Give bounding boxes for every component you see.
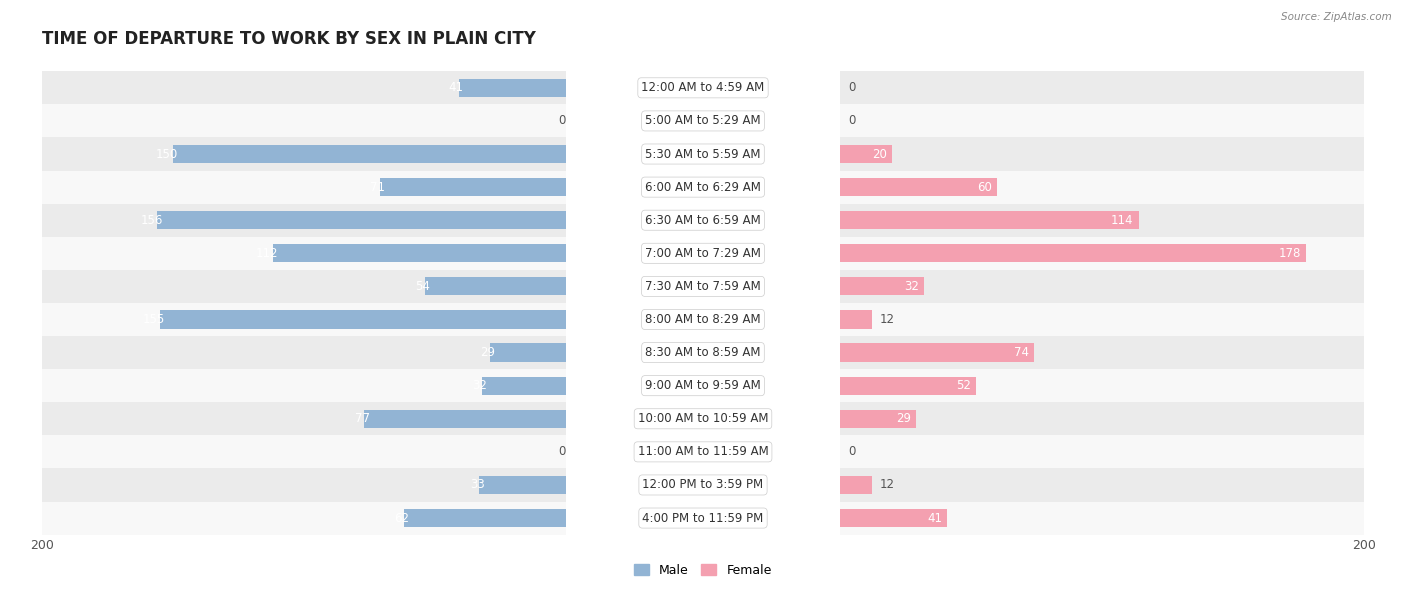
Bar [42,402,565,435]
Text: 0: 0 [848,446,855,459]
Bar [839,435,1364,469]
Bar [479,476,565,494]
Bar [489,343,565,362]
Text: 112: 112 [256,247,278,260]
Text: 62: 62 [394,511,409,525]
Text: 20: 20 [872,147,887,160]
Text: 32: 32 [472,379,488,392]
Bar [839,204,1364,237]
Bar [839,105,1364,137]
Text: 7:00 AM to 7:29 AM: 7:00 AM to 7:29 AM [645,247,761,260]
Bar [42,369,565,402]
Text: 33: 33 [470,478,485,491]
Bar [42,270,565,303]
Text: 74: 74 [1014,346,1029,359]
Text: 6:00 AM to 6:29 AM: 6:00 AM to 6:29 AM [645,181,761,194]
Bar [839,270,1364,303]
Text: 0: 0 [848,115,855,128]
Text: 0: 0 [848,81,855,94]
Text: 41: 41 [449,81,464,94]
Text: 5:00 AM to 5:29 AM: 5:00 AM to 5:29 AM [645,115,761,128]
Bar [380,178,565,196]
Text: 5:30 AM to 5:59 AM: 5:30 AM to 5:59 AM [645,147,761,160]
Bar [839,311,872,328]
Text: 6:30 AM to 6:59 AM: 6:30 AM to 6:59 AM [645,214,761,227]
Text: 12: 12 [879,478,894,491]
Text: Source: ZipAtlas.com: Source: ZipAtlas.com [1281,12,1392,22]
Bar [425,277,565,295]
Bar [458,79,565,97]
Text: TIME OF DEPARTURE TO WORK BY SEX IN PLAIN CITY: TIME OF DEPARTURE TO WORK BY SEX IN PLAI… [42,30,536,48]
Text: 8:30 AM to 8:59 AM: 8:30 AM to 8:59 AM [645,346,761,359]
Bar [157,211,565,229]
Bar [42,303,565,336]
Bar [839,343,1033,362]
Bar [404,509,565,527]
Bar [839,469,1364,501]
Bar [839,377,976,395]
Bar [273,244,565,263]
Bar [160,311,565,328]
Bar [839,277,924,295]
Bar [839,137,1364,170]
Bar [839,402,1364,435]
Bar [839,303,1364,336]
Bar [839,145,893,163]
Bar [839,476,872,494]
Bar [42,336,565,369]
Legend: Male, Female: Male, Female [630,559,776,582]
Bar [839,237,1364,270]
Text: 71: 71 [370,181,385,194]
Text: 60: 60 [977,181,993,194]
Text: 52: 52 [956,379,972,392]
Bar [42,170,565,204]
Text: 155: 155 [143,313,166,326]
Text: 12:00 PM to 3:59 PM: 12:00 PM to 3:59 PM [643,478,763,491]
Text: 9:00 AM to 9:59 AM: 9:00 AM to 9:59 AM [645,379,761,392]
Text: 8:00 AM to 8:29 AM: 8:00 AM to 8:29 AM [645,313,761,326]
Bar [839,501,1364,535]
Text: 7:30 AM to 7:59 AM: 7:30 AM to 7:59 AM [645,280,761,293]
Bar [839,211,1139,229]
Text: 29: 29 [896,412,911,425]
Bar [42,469,565,501]
Bar [42,105,565,137]
Bar [839,509,948,527]
Bar [42,501,565,535]
Text: 54: 54 [415,280,430,293]
Text: 0: 0 [558,115,565,128]
Text: 150: 150 [156,147,179,160]
Bar [839,178,997,196]
Text: 29: 29 [481,346,495,359]
Text: 77: 77 [354,412,370,425]
Bar [839,244,1306,263]
Bar [839,369,1364,402]
Bar [482,377,565,395]
Bar [839,410,917,428]
Bar [839,71,1364,105]
Text: 12:00 AM to 4:59 AM: 12:00 AM to 4:59 AM [641,81,765,94]
Text: 178: 178 [1278,247,1301,260]
Bar [42,71,565,105]
Text: 11:00 AM to 11:59 AM: 11:00 AM to 11:59 AM [638,446,768,459]
Bar [42,435,565,469]
Bar [839,170,1364,204]
Text: 12: 12 [879,313,894,326]
Bar [364,410,565,428]
Text: 0: 0 [558,446,565,459]
Bar [173,145,565,163]
Text: 114: 114 [1111,214,1133,227]
Text: 32: 32 [904,280,918,293]
Text: 41: 41 [927,511,942,525]
Text: 4:00 PM to 11:59 PM: 4:00 PM to 11:59 PM [643,511,763,525]
Text: 10:00 AM to 10:59 AM: 10:00 AM to 10:59 AM [638,412,768,425]
Text: 156: 156 [141,214,163,227]
Bar [42,237,565,270]
Bar [839,336,1364,369]
Bar [42,204,565,237]
Bar [42,137,565,170]
